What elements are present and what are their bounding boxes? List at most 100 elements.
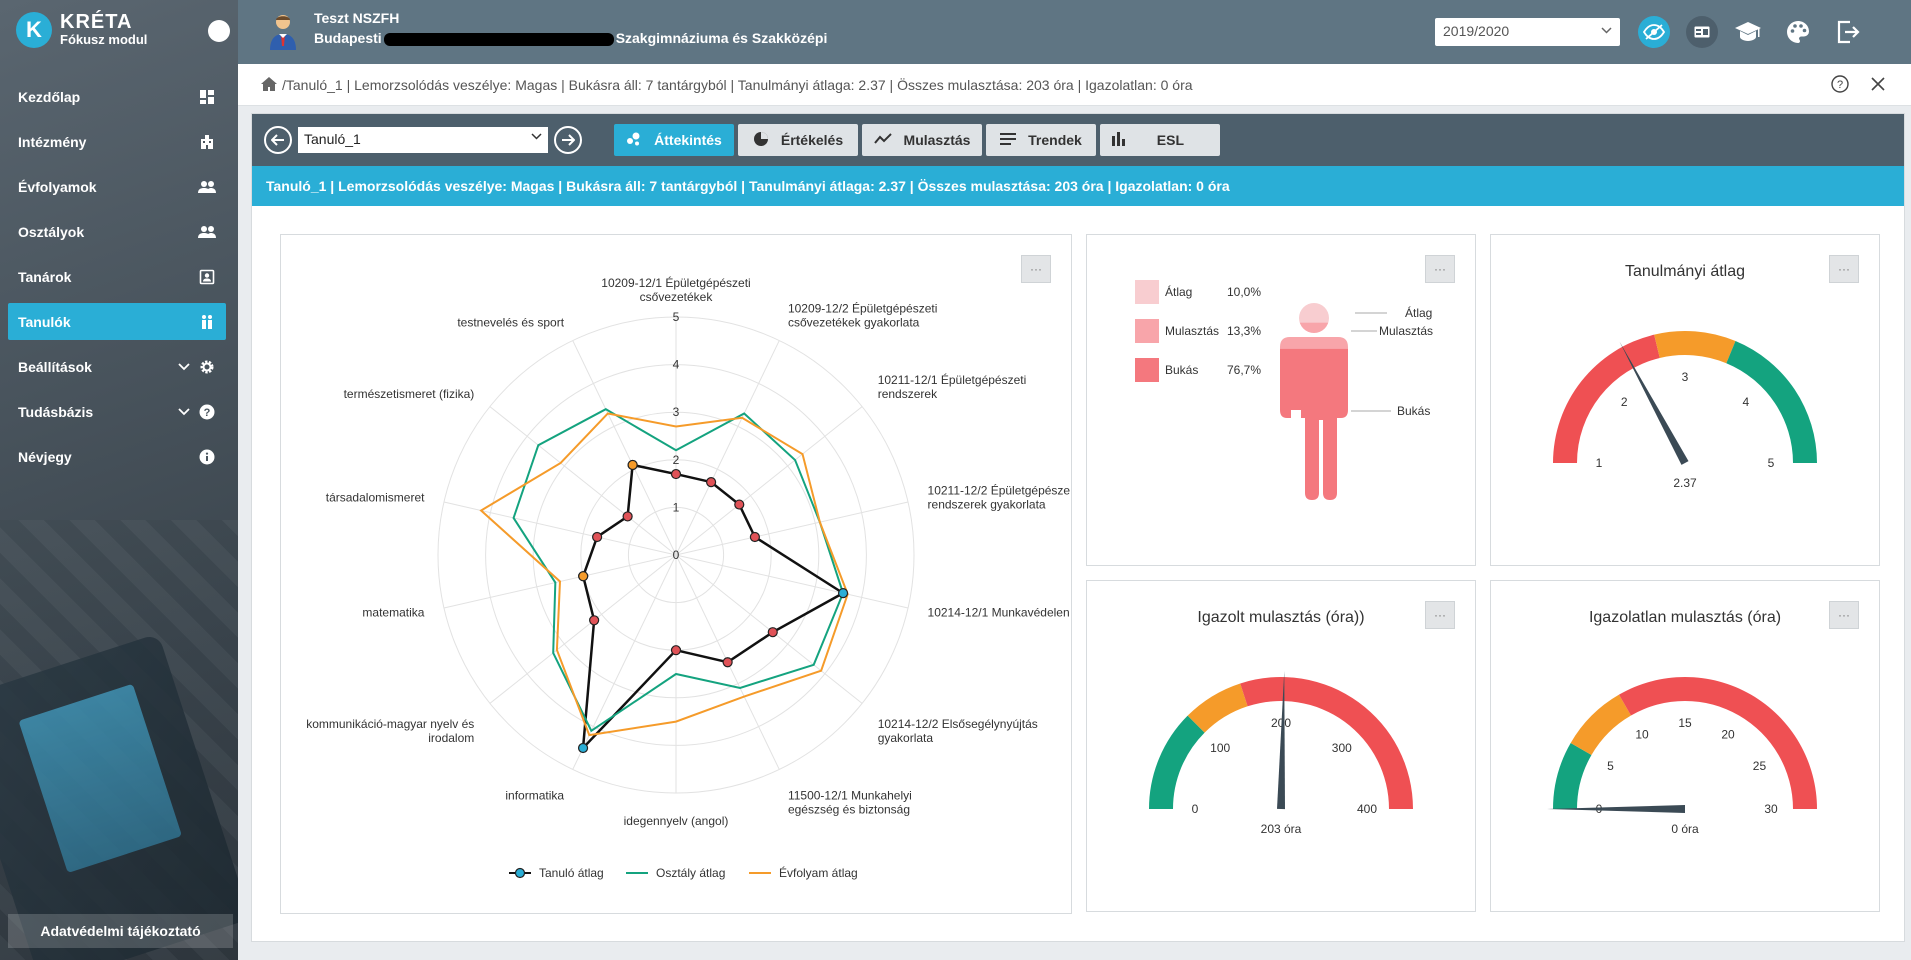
privacy-notice-button[interactable]: Adatvédelmi tájékoztató (8, 914, 233, 948)
previous-student-button[interactable] (264, 126, 292, 154)
radar-point[interactable] (577, 742, 589, 754)
sidebar-item-evfolyamok[interactable]: Évfolyamok (8, 168, 226, 205)
sidebar-item-kezdolap[interactable]: Kezdőlap (8, 78, 226, 115)
gauge-card-igazolt-mulasztas: Igazolt mulasztás (óra)) ··· 0 100 200 300 4… (1086, 580, 1476, 912)
radar-point-orange[interactable] (578, 571, 589, 582)
card-menu-button[interactable]: ··· (1425, 255, 1455, 283)
radar-point[interactable] (622, 511, 633, 522)
radar-point[interactable] (592, 531, 603, 543)
legend-item-bukas: Bukás 76,7% (1135, 358, 1261, 382)
radar-point[interactable] (767, 627, 778, 638)
legend-label: Osztály átlag (656, 866, 725, 880)
gauge-tick-label: 20 (1721, 728, 1735, 742)
gauge-tick-label: 5 (1607, 759, 1614, 773)
risk-pictograph-card: ··· Átlag 10,0% Mulasztás 13,3% Bukás 76… (1086, 234, 1476, 566)
radar-point[interactable] (589, 615, 600, 626)
radar-point[interactable] (706, 476, 717, 488)
tab-ertekeles[interactable]: Értékelés (738, 124, 858, 156)
sidebar-item-beallitasok[interactable]: Beállítások (8, 348, 226, 385)
card-menu-button[interactable]: ··· (1829, 255, 1859, 283)
sidebar-item-tanarok[interactable]: Tanárok (8, 258, 226, 295)
radar-category-label: társadalomismeret (326, 491, 425, 505)
radar-legend-item[interactable]: Osztály átlag (626, 866, 725, 880)
gauge-band (1726, 341, 1817, 463)
radar-point[interactable] (722, 657, 733, 668)
logout-icon[interactable] (1832, 16, 1864, 48)
radar-point[interactable] (837, 588, 849, 599)
radar-chart-card: ··· 0 1 2 3 4 5 10209-12/1 Épületgépészeti csőv… (280, 234, 1072, 914)
sidebar-item-tudasbazis[interactable]: Tudásbázis ? (8, 393, 226, 430)
gauge-band (1654, 331, 1736, 364)
close-icon[interactable] (1871, 77, 1885, 94)
radar-legend-item[interactable]: Évfolyam átlag (749, 865, 858, 880)
radar-category-label: 11500-12/1 Munkahelyi egészség és biztons… (788, 788, 912, 816)
sidebar-item-label: Évfolyamok (18, 178, 97, 195)
info-icon (198, 448, 216, 466)
gear-icon (198, 358, 216, 376)
tab-attekintes[interactable]: Áttekintés (614, 124, 734, 156)
radar-point[interactable] (670, 645, 682, 656)
graduation-cap-icon[interactable] (1732, 16, 1764, 48)
card-menu-button[interactable]: ··· (1425, 601, 1455, 629)
palette-icon[interactable] (1782, 16, 1814, 48)
sidebar-item-intezmeny[interactable]: Intézmény (8, 123, 226, 160)
radar-tick-label: 5 (673, 310, 680, 324)
sidebar-toggle-button[interactable] (208, 20, 230, 42)
breadcrumb-separator: / (282, 76, 286, 93)
radar-category-label: 10209-12/1 Épületgépészeti csővezetékek (601, 275, 750, 304)
legend-swatch (1135, 280, 1159, 304)
radar-series-1 (512, 408, 845, 733)
legend-label: Mulasztás (1165, 324, 1220, 338)
tab-label: ESL (1156, 132, 1184, 148)
group-icon (198, 178, 216, 196)
brand[interactable]: K KRÉTA Fókusz modul (16, 12, 147, 48)
tab-mulasztas[interactable]: Mulasztás (862, 124, 982, 156)
sidebar-item-tanulok[interactable]: Tanulók (8, 303, 226, 340)
gauge-tick-label: 4 (1742, 395, 1749, 409)
id-card-icon[interactable] (1686, 16, 1718, 48)
sidebar-item-label: Beállítások (18, 358, 92, 375)
sidebar-item-nevjegy[interactable]: Névjegy (8, 438, 226, 475)
home-icon[interactable] (260, 76, 278, 94)
gauge-tick-label: 300 (1332, 741, 1352, 755)
redaction-bar (383, 32, 614, 46)
group-icon (198, 223, 216, 241)
radar-point[interactable] (734, 499, 745, 510)
card-menu-button[interactable]: ··· (1021, 255, 1051, 283)
gauge-value-label: 2.37 (1673, 476, 1697, 490)
radar-point[interactable] (670, 468, 682, 480)
students-icon (198, 313, 216, 331)
next-student-button[interactable] (554, 126, 582, 154)
radar-category-label: idegennyelv (angol) (624, 814, 729, 828)
pictograph-segment-atlag (1280, 303, 1348, 324)
breadcrumb-text: Tanuló_1 | Lemorzsolódás veszélye: Magas… (285, 76, 1193, 93)
radar-legend-item[interactable]: Tanuló átlag (509, 866, 604, 880)
gauge-tick-label: 5 (1768, 456, 1775, 470)
school-year-select[interactable]: 2019/2020 (1435, 18, 1620, 46)
help-icon[interactable]: ? (1831, 75, 1849, 96)
user-avatar-icon[interactable] (268, 12, 298, 50)
radar-chart: 0 1 2 3 4 5 10209-12/1 Épületgépészeti csővezet… (306, 275, 1070, 880)
sidebar-item-osztalyok[interactable]: Osztályok (8, 213, 226, 250)
legend-label: Átlag (1165, 285, 1193, 299)
radar-point[interactable] (749, 531, 760, 543)
gauge-tick-label: 200 (1271, 716, 1291, 730)
teacher-icon (198, 268, 216, 286)
svg-text:?: ? (204, 407, 211, 419)
gauge-chart: 1 2 3 4 5 2.37 (1553, 331, 1817, 490)
building-icon (198, 133, 216, 151)
tab-trendek[interactable]: Trendek (986, 124, 1096, 156)
student-select[interactable]: Tanuló_1 (298, 127, 548, 153)
card-menu-button[interactable]: ··· (1829, 601, 1859, 629)
radar-category-label: 10209-12/2 Épületgépészeti csővezetékek g… (788, 301, 937, 330)
chevron-down-icon (1601, 24, 1612, 38)
radar-tick-label: 0 (673, 548, 680, 562)
tab-esl[interactable]: ESL (1100, 124, 1220, 156)
pictograph-segment-bukas (1280, 348, 1348, 500)
legend-swatch (1135, 358, 1159, 382)
radar-point-orange[interactable] (627, 459, 638, 471)
gauge-title: Igazolt mulasztás (óra)) (1197, 609, 1365, 626)
legend-item-mulasztas: Mulasztás 13,3% (1135, 319, 1261, 343)
top-bar: Teszt NSZFH Budapesti Szakgimnáziuma és S… (238, 0, 1911, 64)
visibility-toggle-icon[interactable] (1638, 16, 1670, 48)
